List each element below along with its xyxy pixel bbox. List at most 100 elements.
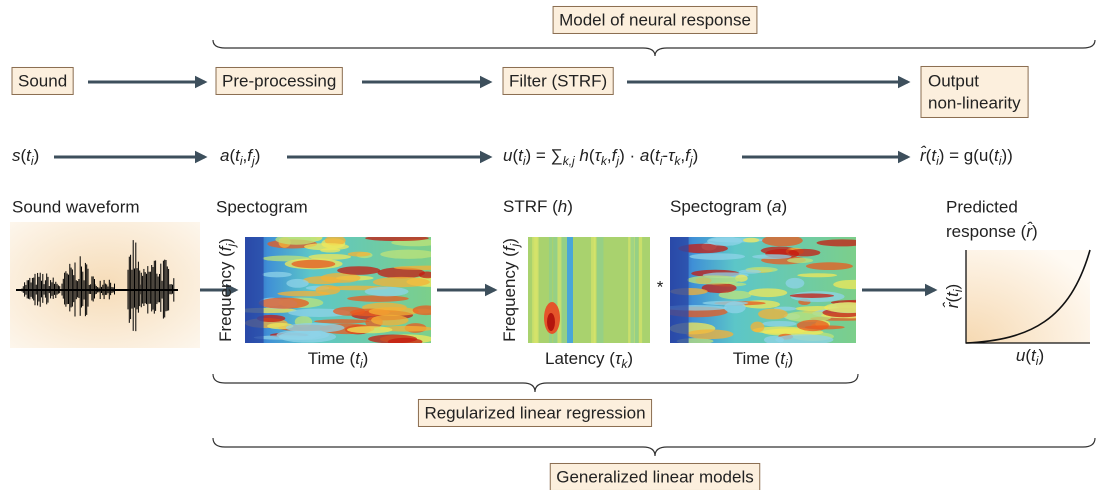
- spectrogram-blob: [314, 319, 369, 323]
- panel-title: Spectogram (a): [670, 197, 787, 216]
- spectrogram-blob: [797, 273, 837, 277]
- spectrogram-blob: [371, 315, 409, 326]
- axis-label: u(ti): [1016, 346, 1044, 368]
- text-segment: k,j: [563, 154, 575, 168]
- text-segment: ): [1038, 346, 1044, 365]
- strf: [528, 237, 650, 343]
- response-background: [966, 250, 1090, 343]
- spectrogram-blob: [762, 321, 797, 327]
- strf-stripe: [631, 237, 635, 343]
- axis-label: Frequency (fj): [500, 238, 522, 342]
- text-segment: ): [500, 238, 519, 244]
- stage-label: Sound: [18, 71, 67, 90]
- axis-label: r̂(ti): [942, 284, 965, 308]
- stage-label: Output: [928, 71, 979, 90]
- text-segment: Frequency (: [500, 251, 519, 342]
- panel-title: Sound waveform: [12, 197, 140, 216]
- text-segment: ): [943, 284, 962, 290]
- spectrogram-blob: [373, 277, 430, 287]
- spectrogram-blob: [806, 262, 853, 270]
- text-segment: a: [640, 146, 649, 165]
- spectrogram-blob: [762, 235, 803, 246]
- spectrogram-blob: [686, 329, 733, 339]
- regression-label: Regularized linear regression: [424, 403, 645, 422]
- spectrogram-blob: [707, 236, 742, 245]
- spectrogram-blob: [286, 323, 345, 333]
- axis-label: Time (ti): [733, 349, 794, 371]
- text-segment: ) = g(u(: [939, 146, 995, 165]
- spectrogram-blob: [743, 238, 759, 243]
- spectrogram-blob: [286, 279, 308, 288]
- strf-stripe: [639, 237, 642, 343]
- stage-label: non-linearity: [928, 93, 1021, 112]
- text-segment: h: [575, 146, 589, 165]
- figure: Model of neural response Sound Pre-process…: [0, 0, 1103, 490]
- text-segment: Latency (: [545, 349, 615, 368]
- spectrogram-blob: [275, 234, 317, 244]
- spectrogram-blob: [304, 243, 349, 250]
- equation: r̂(ti) = g(u(ti)): [920, 145, 1013, 168]
- spectrogram-blob: [687, 275, 740, 284]
- text-segment: a: [220, 146, 229, 165]
- text-segment: ): [782, 197, 788, 216]
- spectrogram-blob: [413, 305, 440, 315]
- spectrogram-blob: [833, 280, 874, 289]
- spectrogram-blob: [689, 253, 745, 260]
- text-segment: Frequency (: [216, 251, 235, 342]
- brace: [213, 40, 1095, 56]
- text-segment: Spectogram (: [670, 197, 772, 216]
- spectrogram-blob: [333, 307, 365, 316]
- spectrogram-blob: [369, 307, 419, 316]
- strf-stripe: [534, 237, 537, 343]
- spectrogram-blob: [787, 258, 813, 263]
- spectrogram-blob: [259, 298, 309, 309]
- text-segment: ): [627, 349, 633, 368]
- spectrogram-edge: [245, 237, 264, 343]
- spectrogram-blob: [824, 302, 874, 313]
- spectrogram-blob: [750, 322, 764, 333]
- text-segment: ): [255, 146, 261, 165]
- brace: [213, 438, 1095, 456]
- spectrogram-blob: [347, 295, 408, 301]
- equation: s(ti): [12, 146, 39, 168]
- panel-title: Predicted: [946, 197, 1018, 216]
- spectrogram-blob: [758, 309, 788, 320]
- spectrogram-blob: [279, 331, 336, 343]
- text-segment: ): [788, 349, 794, 368]
- text-segment: a: [772, 197, 781, 216]
- strf-excitation: [547, 313, 555, 331]
- spectrogram-blob: [368, 335, 417, 344]
- spectrogram-blob: [752, 254, 792, 259]
- text-segment: ): [567, 197, 573, 216]
- spectrogram-blob: [337, 266, 380, 275]
- axis-label: Frequency (fj): [216, 238, 238, 342]
- spectrogram-blob: [277, 291, 329, 296]
- equation: u(ti) = ∑k,j h(τk,fj) · a(ti-τk,fj): [503, 146, 698, 168]
- spectrogram-blob: [291, 260, 335, 268]
- text-segment: ): [693, 146, 699, 165]
- text-segment: Time (: [308, 349, 356, 368]
- glm-label: Generalized linear models: [556, 467, 754, 486]
- text-segment: ): [34, 146, 40, 165]
- model-title: Model of neural response: [559, 10, 751, 29]
- spectrogram-blob: [365, 235, 429, 241]
- axis-label: Latency (τk): [545, 349, 633, 371]
- text-segment: STRF (: [503, 197, 558, 216]
- text-segment: ): [216, 238, 235, 244]
- spectrogram-blob: [365, 287, 409, 297]
- spectrogram-blob: [262, 272, 292, 278]
- spectrogram-blob: [797, 320, 829, 331]
- spectrogram-blob: [748, 288, 787, 297]
- text-segment: Time (: [733, 349, 781, 368]
- stage-label: Filter (STRF): [509, 71, 607, 90]
- spectrogram-blob: [775, 334, 833, 345]
- text-segment: ) ·: [619, 146, 640, 165]
- spectrogram-blob: [788, 249, 820, 257]
- text-segment: ) = ∑: [526, 146, 563, 165]
- spectrogram-blob: [739, 270, 761, 274]
- spectrogram-blob: [394, 266, 458, 270]
- panel-title: Spectogram: [216, 197, 308, 216]
- text-segment: ): [1032, 222, 1038, 241]
- stage-label: Pre-processing: [222, 71, 336, 90]
- spectrogram: [664, 235, 882, 345]
